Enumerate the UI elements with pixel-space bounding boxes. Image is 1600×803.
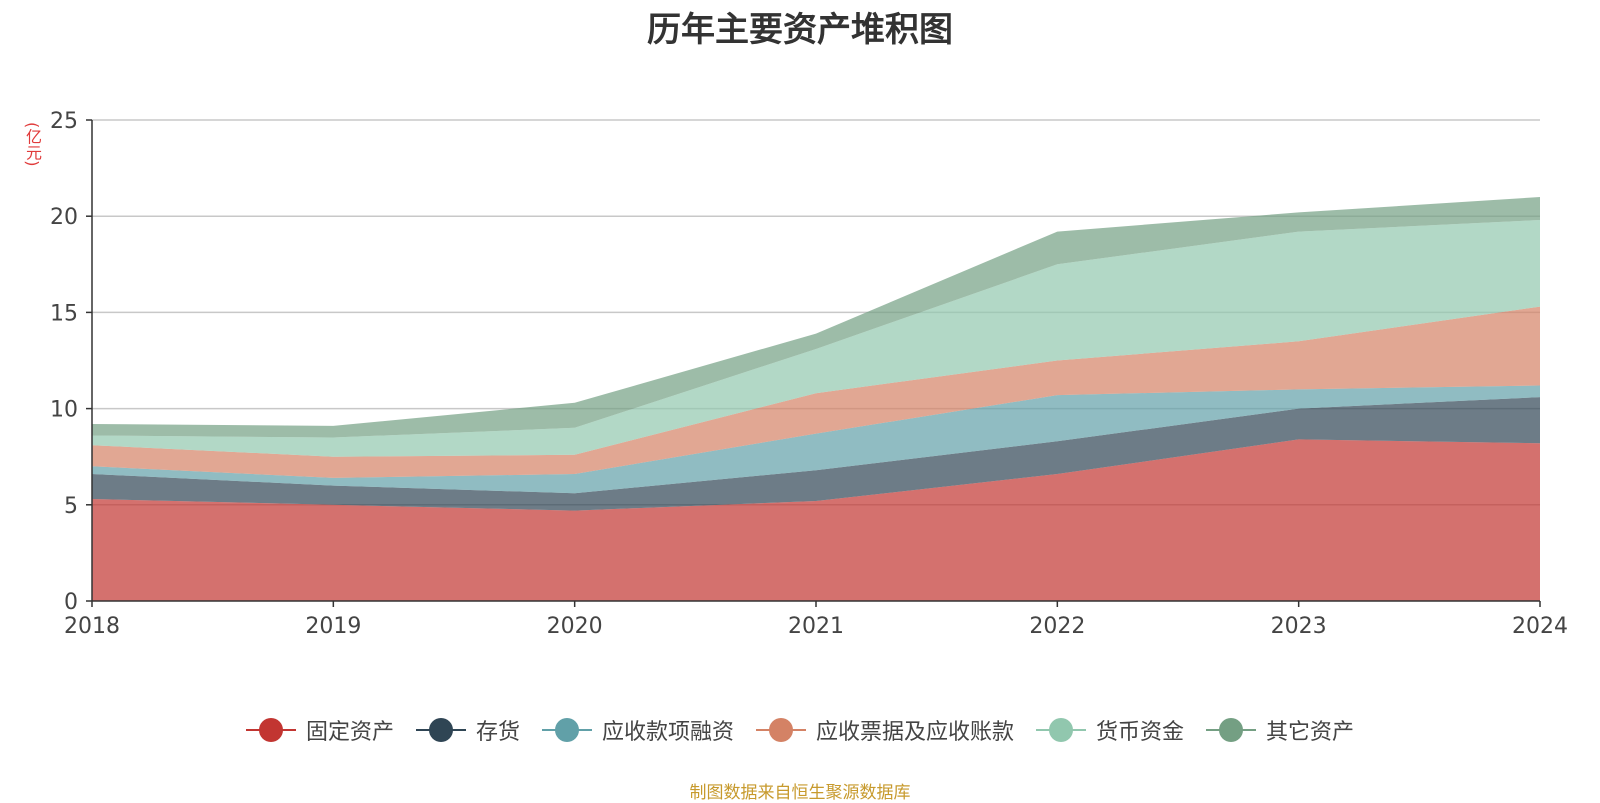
- x-tick-label-2020: 2020: [547, 614, 603, 639]
- legend-label: 存货: [475, 720, 520, 745]
- y-tick-label-15: 15: [50, 301, 78, 326]
- source-note: 制图数据来自恒生聚源数据库: [689, 783, 911, 803]
- chart-title: 历年主要资产堆积图: [647, 10, 953, 50]
- area-series-0: [92, 439, 1540, 601]
- area-series-2: [92, 385, 1540, 494]
- legend-item-1[interactable]: 存货: [415, 714, 520, 746]
- legend-label: 固定资产: [305, 720, 394, 745]
- x-tick-label-2023: 2023: [1271, 614, 1327, 639]
- legend-marker-icon: [1206, 717, 1257, 743]
- x-tick-label-2018: 2018: [64, 614, 120, 639]
- tick-labels: 0 5 10 15 20 25 2018 2019 2020 2021 2022 2023 2024: [50, 109, 1568, 639]
- y-tick-label-25: 25: [50, 109, 78, 134]
- area-series: [92, 197, 1540, 601]
- x-tick-label-2022: 2022: [1029, 614, 1085, 639]
- legend-item-0[interactable]: 固定资产: [245, 714, 394, 746]
- y-tick-label-20: 20: [50, 205, 78, 230]
- axes: [86, 119, 1541, 607]
- legend-item-4[interactable]: 货币资金: [1036, 714, 1184, 746]
- y-tick-label-10: 10: [50, 398, 78, 423]
- legend: 固定资产 存货 应收款项融资 应收票据及应收账款 货币资金 其它资产: [0, 714, 1600, 746]
- x-tick-label-2021: 2021: [788, 614, 844, 639]
- legend-marker-icon: [245, 717, 296, 743]
- x-tick-label-2019: 2019: [305, 614, 361, 639]
- x-tick-label-2024: 2024: [1512, 614, 1568, 639]
- legend-label: 应收款项融资: [601, 720, 734, 745]
- legend-item-5[interactable]: 其它资产: [1206, 714, 1354, 746]
- legend-marker-icon: [415, 717, 466, 743]
- legend-marker-icon: [541, 717, 592, 743]
- y-tick-label-5: 5: [64, 494, 78, 519]
- legend-marker-icon: [1036, 717, 1087, 743]
- legend-label: 货币资金: [1096, 720, 1185, 745]
- legend-label: 应收票据及应收账款: [816, 720, 1015, 745]
- y-axis-unit-label: (亿元): [23, 122, 42, 167]
- area-series-1: [92, 397, 1540, 511]
- legend-label: 其它资产: [1266, 720, 1355, 745]
- area-series-5: [92, 197, 1540, 438]
- legend-marker-icon: [756, 717, 806, 743]
- legend-item-2[interactable]: 应收款项融资: [541, 714, 734, 746]
- area-series-3: [92, 306, 1540, 478]
- legend-item-3[interactable]: 应收票据及应收账款: [756, 714, 1014, 746]
- area-series-4: [92, 220, 1540, 457]
- y-tick-label-0: 0: [64, 590, 78, 615]
